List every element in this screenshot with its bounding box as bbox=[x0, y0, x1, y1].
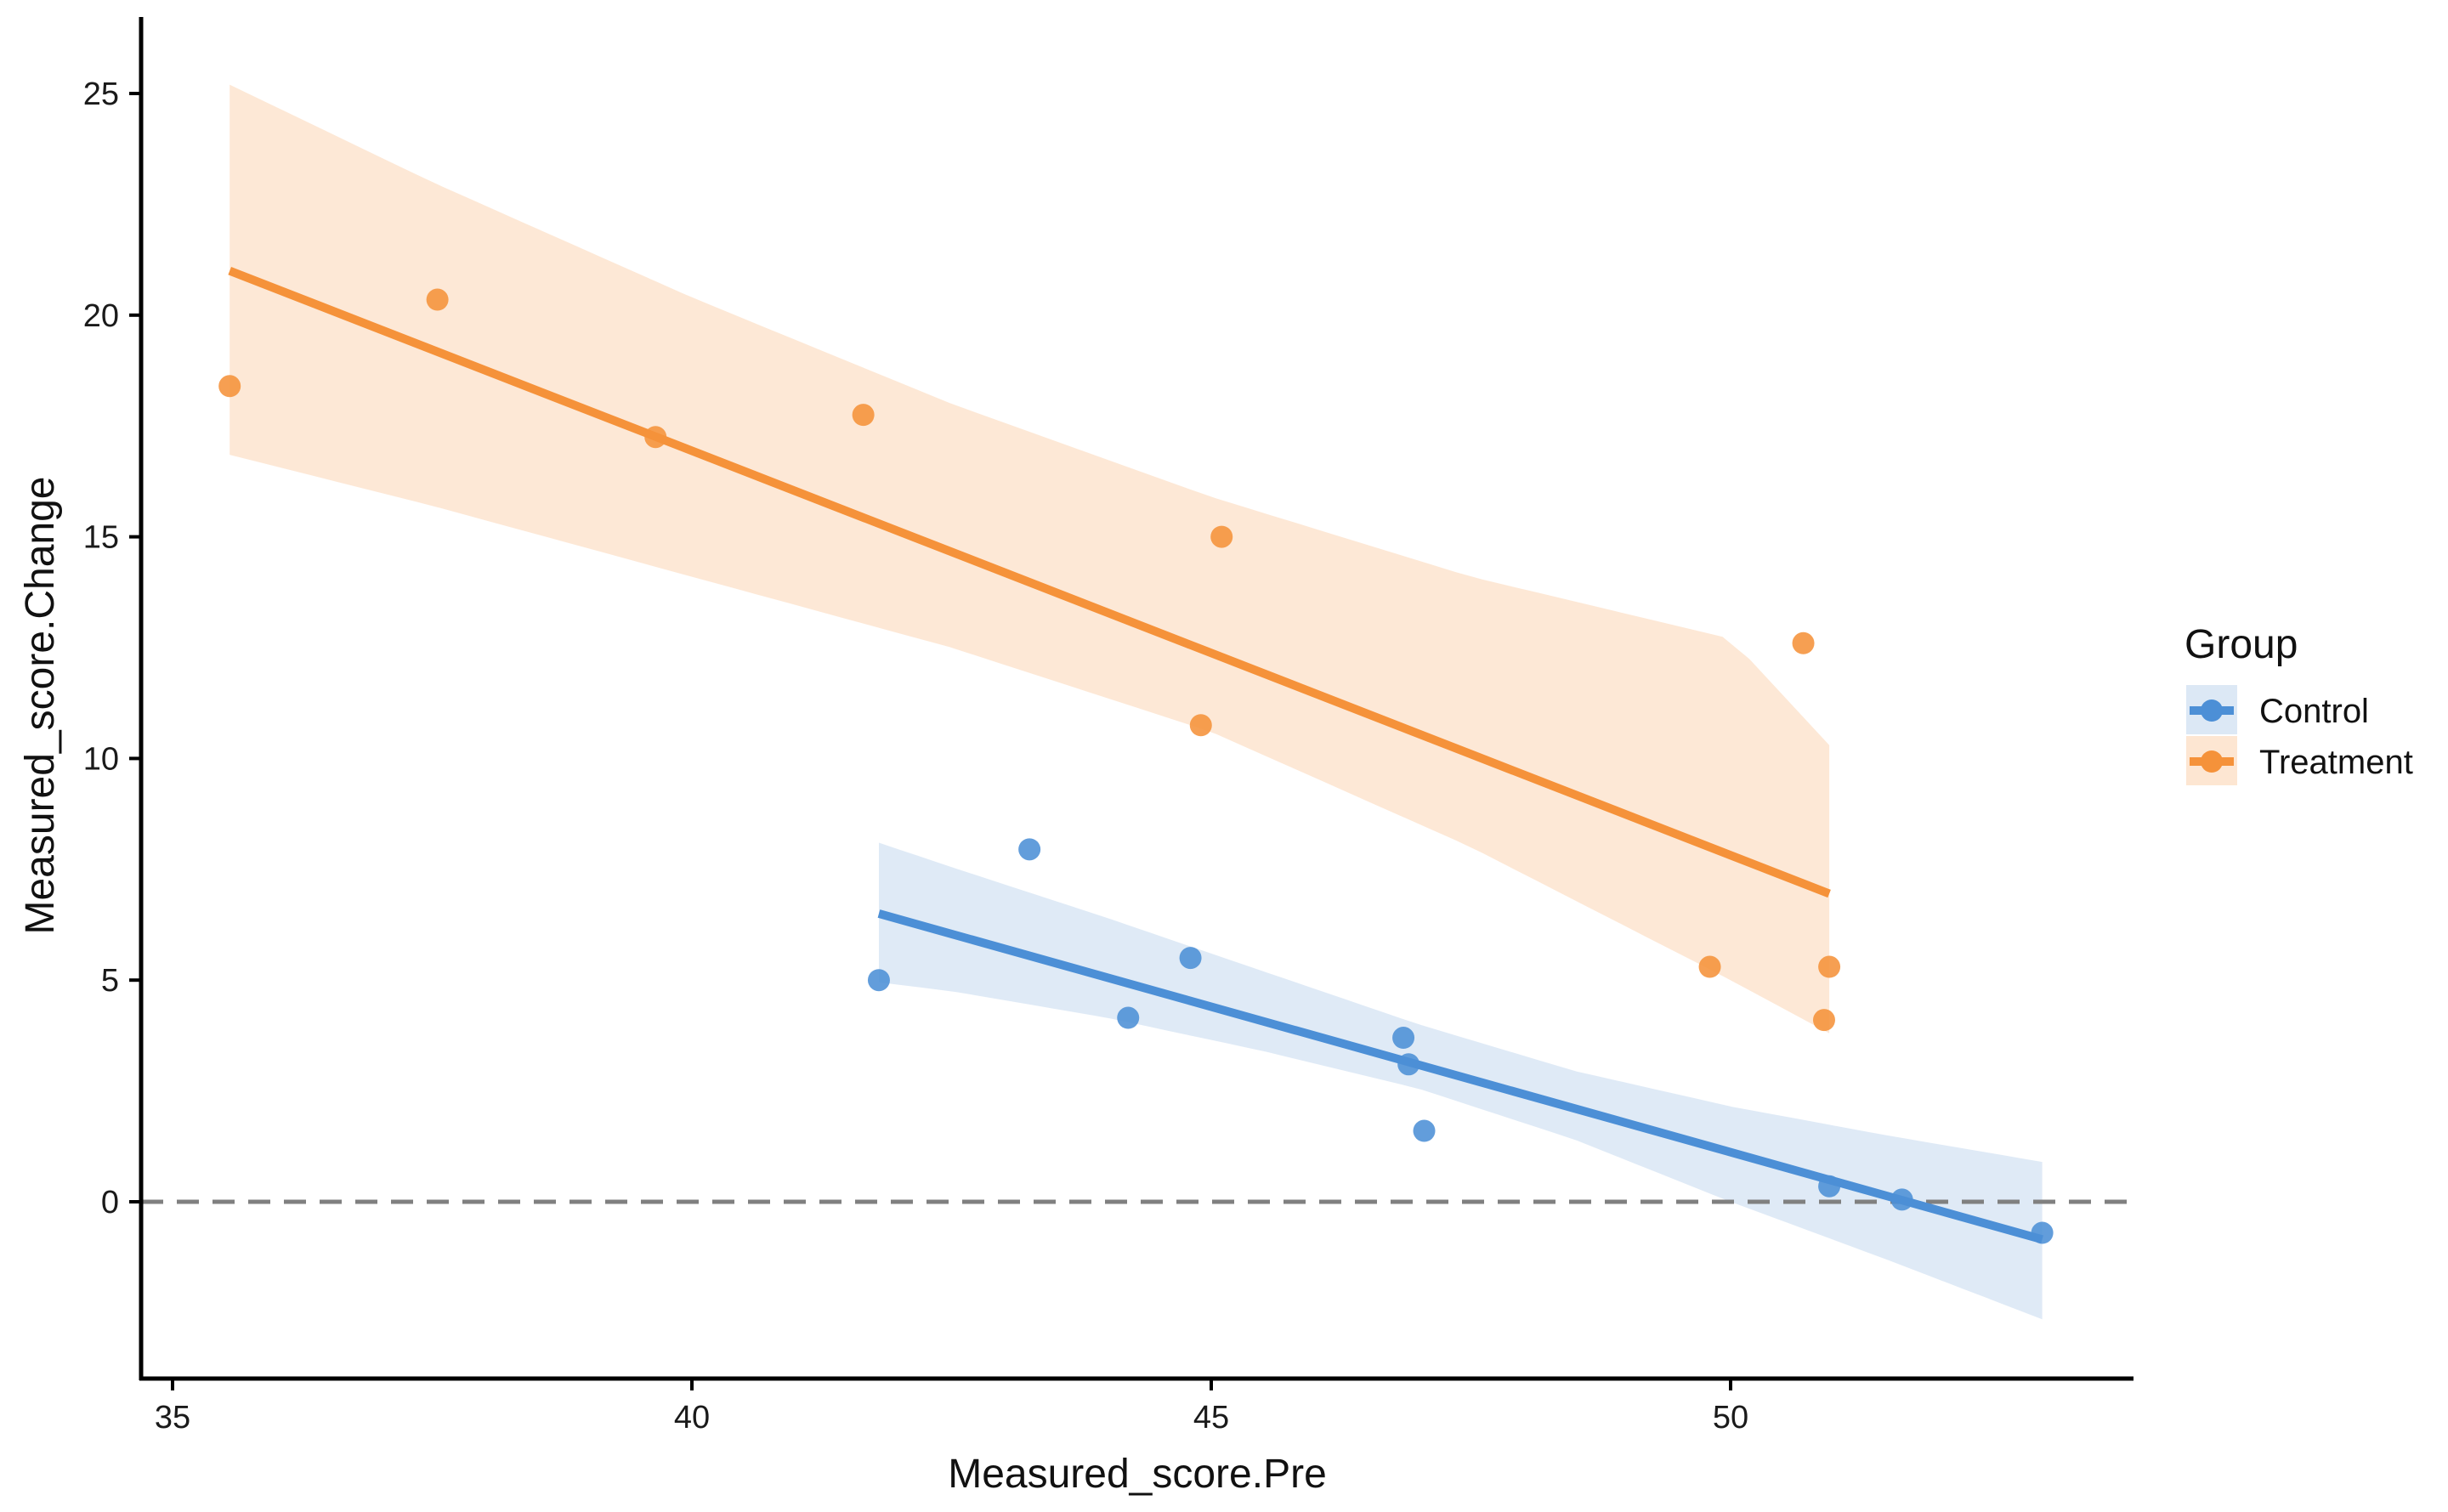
data-point-control bbox=[2031, 1221, 2054, 1244]
y-tick-label: 5 bbox=[101, 963, 119, 999]
data-point-treatment bbox=[218, 375, 241, 398]
data-points bbox=[218, 288, 2054, 1244]
x-tick-label: 45 bbox=[1193, 1400, 1229, 1436]
regression-line-treatment bbox=[228, 266, 1831, 898]
plot-panel bbox=[141, 84, 2134, 1320]
y-tick-label: 25 bbox=[83, 76, 119, 112]
data-point-treatment bbox=[426, 288, 449, 311]
data-point-control bbox=[867, 969, 890, 992]
data-point-treatment bbox=[1818, 955, 1841, 978]
data-point-control bbox=[1392, 1027, 1415, 1050]
data-point-control bbox=[1117, 1006, 1140, 1029]
x-tick-label: 40 bbox=[674, 1400, 710, 1436]
x-tick-label: 50 bbox=[1713, 1400, 1748, 1436]
data-point-control bbox=[1413, 1119, 1436, 1142]
regression-lines bbox=[228, 266, 2043, 1244]
y-axis-ticks: 0 5 10 15 20 25 bbox=[83, 76, 141, 1220]
data-point-treatment bbox=[1792, 631, 1815, 654]
x-tick-label: 35 bbox=[155, 1400, 190, 1436]
legend-title: Group bbox=[2184, 622, 2298, 667]
x-axis-ticks: 35 40 45 50 bbox=[155, 1379, 1748, 1436]
data-point-control bbox=[1179, 947, 1202, 970]
legend: Group Control Treatment bbox=[2184, 622, 2413, 785]
y-tick-label: 0 bbox=[101, 1185, 119, 1220]
y-axis-title: Measured_score.Change bbox=[18, 477, 63, 935]
data-point-treatment bbox=[644, 426, 667, 449]
data-point-control bbox=[1397, 1053, 1420, 1076]
data-point-control bbox=[1018, 838, 1041, 861]
legend-key-point bbox=[2201, 699, 2223, 722]
confidence-band-treatment bbox=[230, 84, 1830, 1033]
legend-label-control: Control bbox=[2259, 693, 2369, 730]
data-point-treatment bbox=[852, 404, 875, 427]
data-point-treatment bbox=[1189, 714, 1212, 737]
legend-label-treatment: Treatment bbox=[2259, 744, 2413, 781]
data-point-treatment bbox=[1210, 525, 1233, 548]
data-point-treatment bbox=[1698, 955, 1721, 978]
axes: 35 40 45 50 0 5 10 15 20 25 bbox=[83, 17, 2134, 1436]
legend-key-point bbox=[2201, 750, 2223, 773]
data-point-control bbox=[1890, 1188, 1913, 1211]
y-tick-label: 10 bbox=[83, 741, 119, 777]
data-point-control bbox=[1818, 1175, 1841, 1198]
regression-line-control bbox=[877, 909, 2043, 1244]
legend-entries: Control Treatment bbox=[2186, 685, 2413, 785]
x-axis-title: Measured_score.Pre bbox=[948, 1452, 1327, 1497]
y-tick-label: 20 bbox=[83, 298, 119, 334]
y-tick-label: 15 bbox=[83, 520, 119, 556]
data-point-treatment bbox=[1812, 1009, 1835, 1032]
